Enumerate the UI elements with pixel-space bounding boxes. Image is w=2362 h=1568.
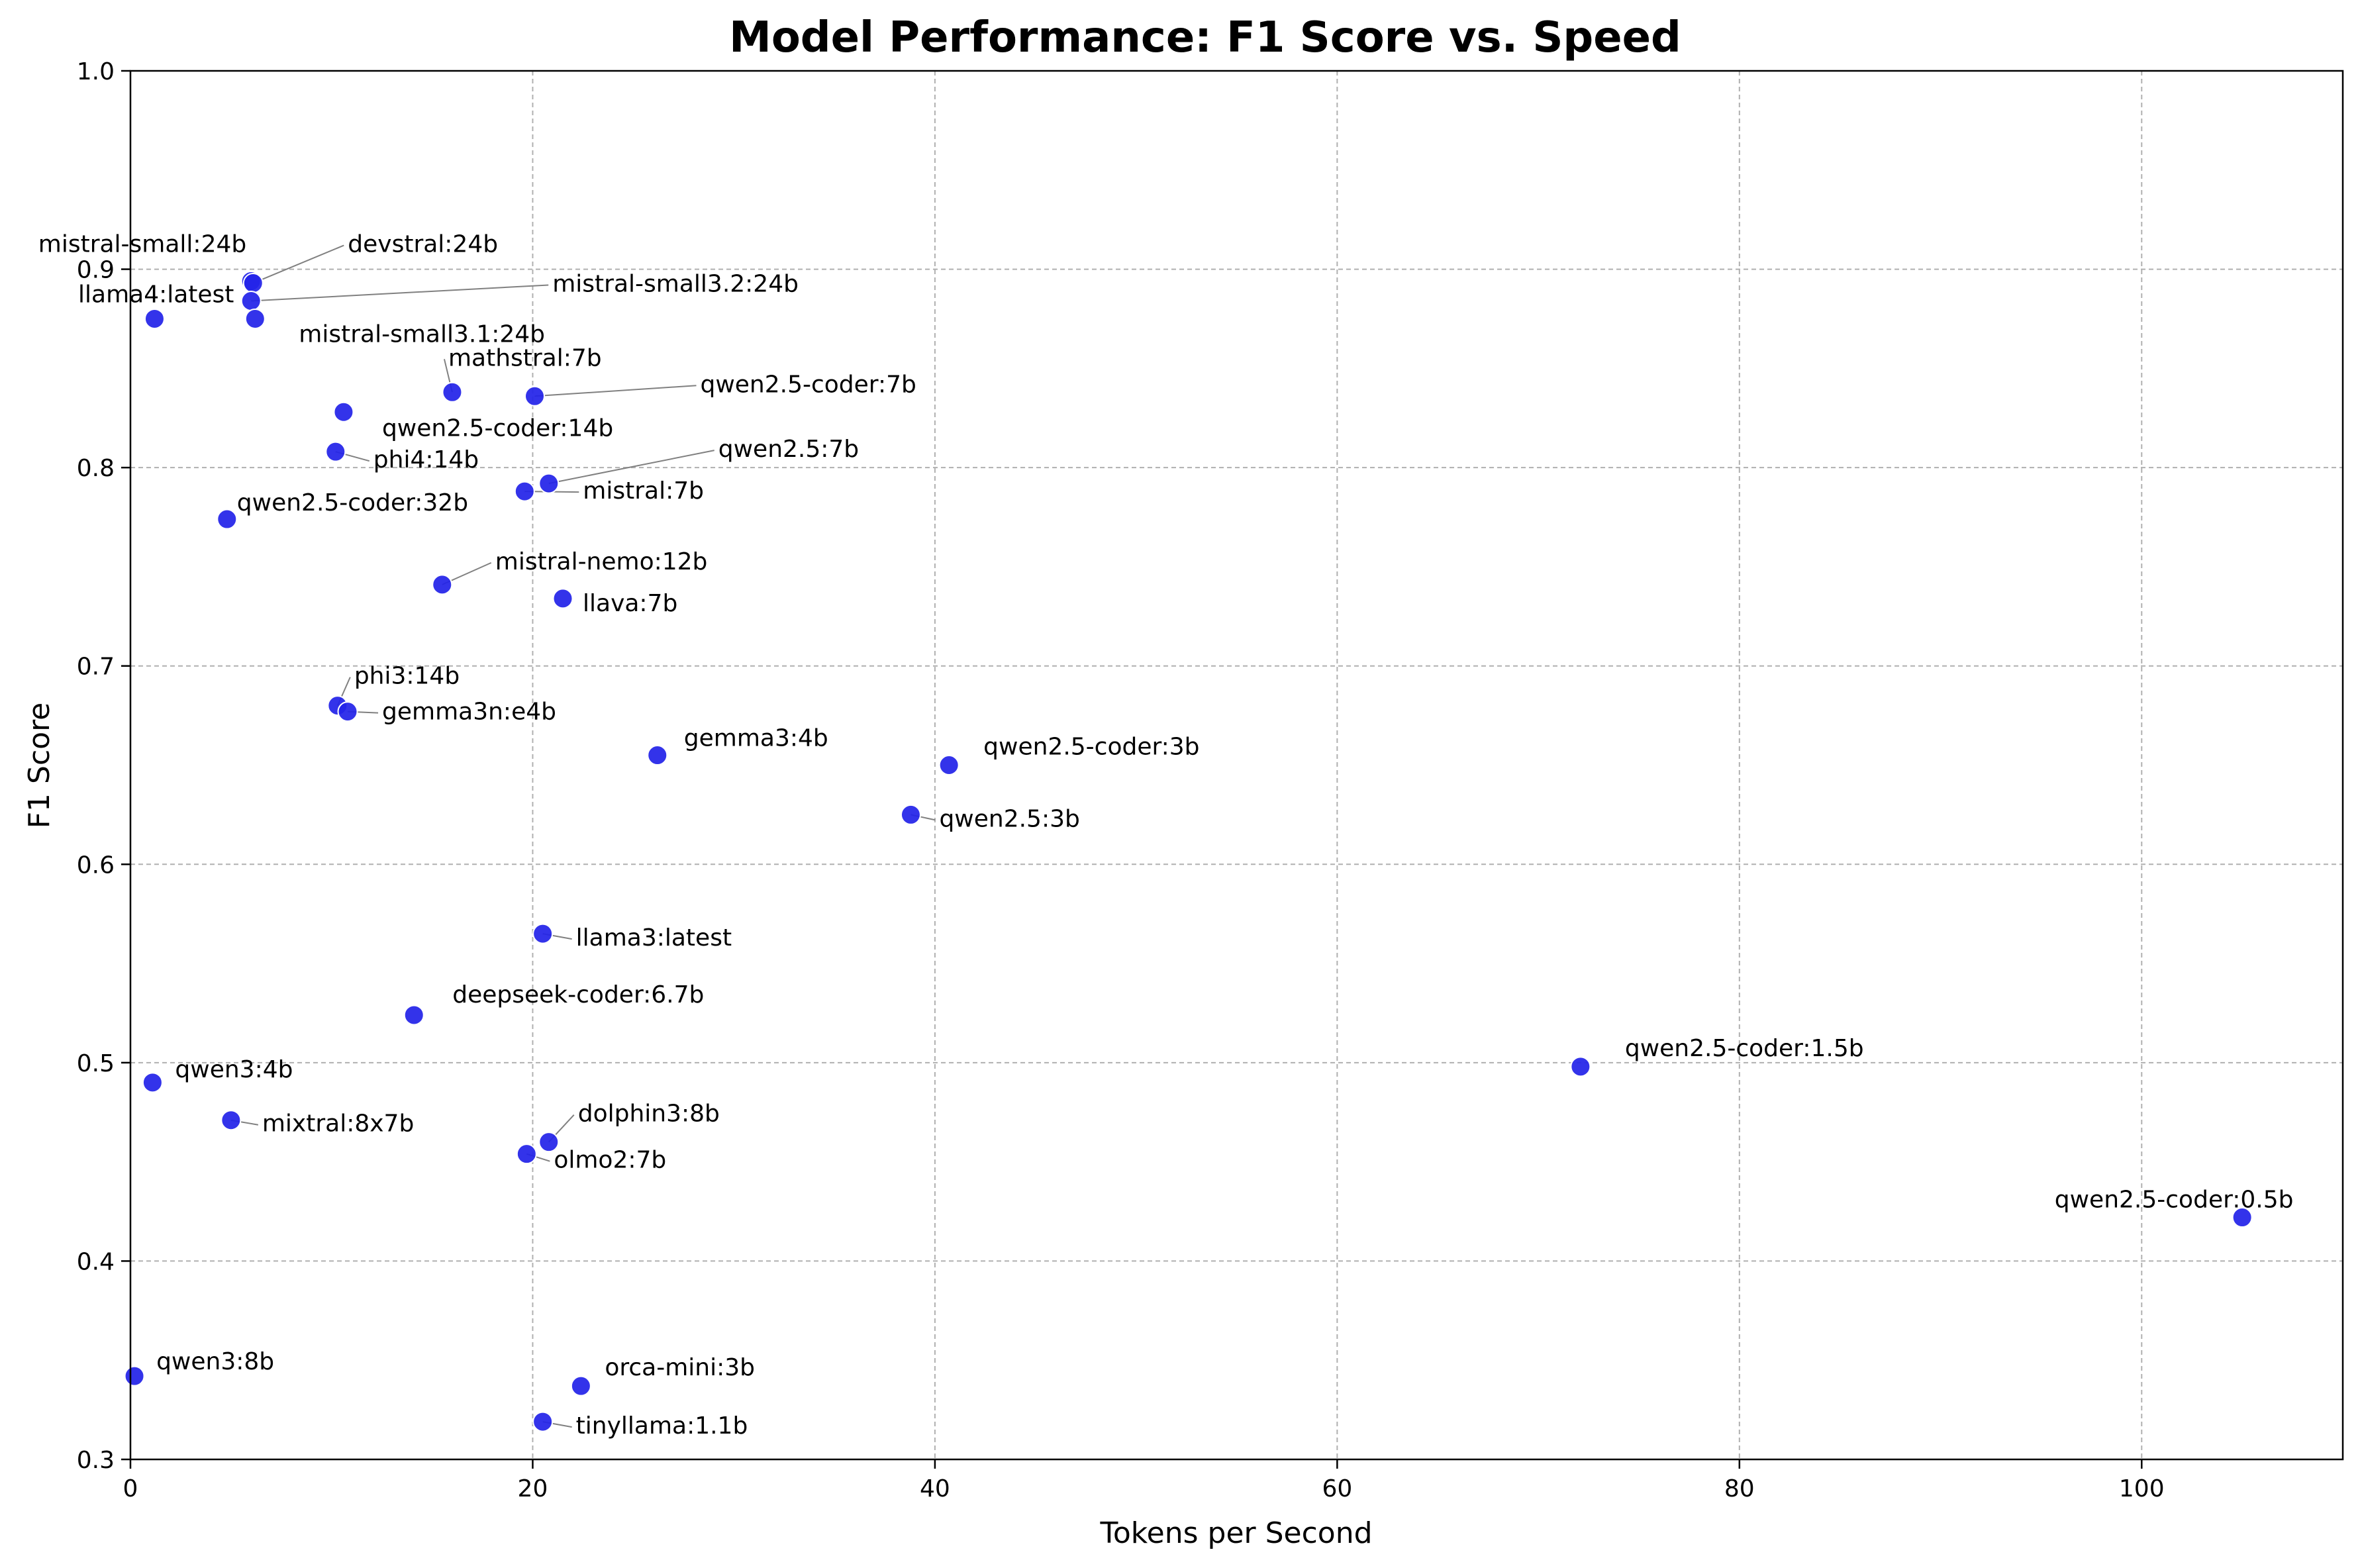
point-label: mistral-small3.1:24b xyxy=(299,320,545,348)
point-label: qwen2.5-coder:14b xyxy=(382,415,613,442)
grid xyxy=(130,70,2343,1460)
point-label: qwen2.5-coder:3b xyxy=(983,734,1199,761)
point-label: mistral-small3.2:24b xyxy=(552,271,799,298)
data-point xyxy=(938,755,960,775)
point-label: devstral:24b xyxy=(348,231,498,258)
point-label: tinyllama:1.1b xyxy=(576,1412,748,1440)
y-tick-label: 0.6 xyxy=(77,852,115,879)
point-label: olmo2:7b xyxy=(554,1147,666,1174)
point-label: llama3:latest xyxy=(576,924,732,952)
y-axis-ticks: 0.3 0.4 0.5 0.6 0.7 0.8 0.9 1.0 xyxy=(77,58,130,1474)
point-label: mistral:7b xyxy=(583,477,704,505)
x-axis-label: Tokens per Second xyxy=(1099,1516,1372,1550)
label-leader-line xyxy=(534,385,697,397)
point-label: qwen2.5:3b xyxy=(939,805,1079,832)
data-point xyxy=(1570,1056,1591,1077)
point-label: qwen2.5-coder:32b xyxy=(237,489,468,516)
data-point xyxy=(900,804,921,825)
data-point xyxy=(217,509,238,530)
data-point xyxy=(333,401,354,422)
data-point xyxy=(325,441,346,462)
data-point xyxy=(538,473,560,494)
data-point xyxy=(532,923,554,944)
point-label: mixtral:8x7b xyxy=(262,1110,414,1138)
data-point xyxy=(337,701,358,722)
data-point xyxy=(647,745,668,766)
x-tick-label: 100 xyxy=(2119,1475,2165,1502)
label-leader-line xyxy=(548,450,714,485)
data-point xyxy=(403,1004,424,1026)
x-tick-label: 20 xyxy=(518,1475,548,1502)
data-point xyxy=(244,308,266,329)
point-label: qwen2.5-coder:0.5b xyxy=(2055,1187,2294,1214)
point-label: qwen2.5-coder:7b xyxy=(700,371,916,398)
point-label: qwen2.5:7b xyxy=(718,436,859,463)
y-tick-label: 1.0 xyxy=(77,58,115,85)
chart-title: Model Performance: F1 Score vs. Speed xyxy=(729,13,1681,62)
point-label: dolphin3:8b xyxy=(578,1101,720,1128)
y-tick-label: 0.3 xyxy=(77,1447,115,1474)
x-axis-ticks: 0 20 40 60 80 100 xyxy=(123,1459,2165,1502)
data-point xyxy=(514,481,535,502)
data-point xyxy=(432,574,453,595)
label-leaders xyxy=(230,244,936,1428)
data-point xyxy=(552,588,573,609)
point-label: llava:7b xyxy=(583,590,677,617)
data-point xyxy=(221,1110,242,1131)
data-point xyxy=(242,273,264,294)
point-label: qwen2.5-coder:1.5b xyxy=(1625,1035,1864,1062)
point-label: qwen3:8b xyxy=(156,1348,274,1375)
data-point xyxy=(142,1072,163,1093)
x-tick-label: 60 xyxy=(1322,1475,1352,1502)
point-label: mathstral:7b xyxy=(448,344,602,371)
data-points xyxy=(124,271,2253,1432)
point-label: mistral-small:24b xyxy=(38,231,246,258)
data-point xyxy=(538,1132,560,1153)
point-label: phi4:14b xyxy=(373,446,479,473)
data-point xyxy=(516,1144,537,1165)
point-label: qwen3:4b xyxy=(175,1056,293,1083)
point-label: gemma3n:e4b xyxy=(382,699,556,726)
y-tick-label: 0.4 xyxy=(77,1248,115,1275)
data-point xyxy=(570,1375,591,1396)
y-tick-label: 0.9 xyxy=(77,257,115,284)
x-tick-label: 40 xyxy=(920,1475,950,1502)
label-leader-line xyxy=(251,284,549,302)
y-tick-label: 0.5 xyxy=(77,1050,115,1077)
point-label: llama4:latest xyxy=(78,281,234,308)
point-label: gemma3:4b xyxy=(684,725,828,752)
label-leader-line xyxy=(252,244,344,284)
point-labels: mistral-small:24b devstral:24b mistral-sma… xyxy=(38,231,2294,1440)
data-point xyxy=(442,381,463,403)
data-point xyxy=(144,308,165,329)
y-tick-label: 0.7 xyxy=(77,654,115,681)
data-point xyxy=(240,291,262,312)
y-axis-label: F1 Score xyxy=(23,703,56,829)
data-point xyxy=(124,1365,145,1387)
data-point xyxy=(532,1411,554,1432)
point-label: mistral-nemo:12b xyxy=(495,548,708,575)
plot-frame xyxy=(129,70,2344,1461)
point-label: deepseek-coder:6.7b xyxy=(452,981,704,1008)
point-label: orca-mini:3b xyxy=(605,1354,755,1381)
y-tick-label: 0.8 xyxy=(77,455,115,482)
x-tick-label: 0 xyxy=(123,1475,138,1502)
data-point xyxy=(524,385,545,407)
point-label: phi3:14b xyxy=(354,663,460,690)
data-point xyxy=(2232,1207,2253,1228)
x-tick-label: 80 xyxy=(1724,1475,1755,1502)
